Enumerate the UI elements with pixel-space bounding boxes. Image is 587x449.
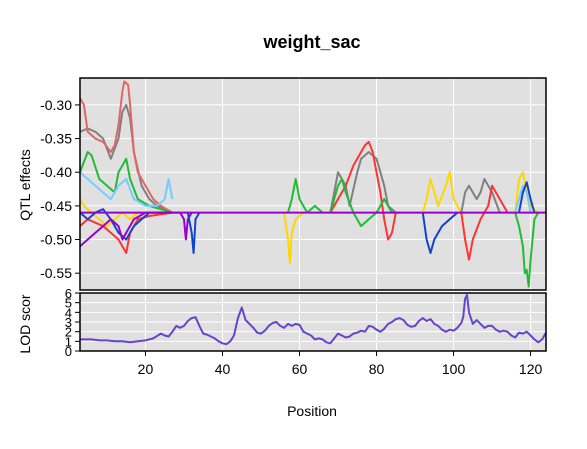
effects-series-line-20 bbox=[518, 181, 536, 213]
effects-series-line-1 bbox=[80, 80, 173, 214]
effects-series-line-3 bbox=[80, 171, 174, 207]
lod-x-tick-label-2: 60 bbox=[292, 361, 308, 377]
lod-y-tick-label-4: 4 bbox=[65, 305, 72, 320]
effects-series-line-7 bbox=[80, 211, 193, 248]
lod-y-tick-label-3: 3 bbox=[65, 315, 72, 330]
lod-y-tick-label-1: 1 bbox=[65, 334, 72, 349]
effects-series-line-0 bbox=[80, 103, 173, 214]
effects-y-tick-label-0: -0.55 bbox=[40, 265, 72, 281]
effects-series-line-17 bbox=[460, 184, 509, 261]
effects-plot-background bbox=[80, 78, 546, 290]
effects-series-line-6 bbox=[80, 208, 173, 241]
lod-x-tick-label-5: 120 bbox=[519, 361, 543, 377]
effects-plot-frame bbox=[79, 77, 547, 291]
x-axis-label: Position bbox=[287, 403, 337, 419]
effects-series-line-13 bbox=[329, 178, 400, 228]
effects-series-line-21 bbox=[514, 212, 540, 288]
lod-y-tick-label-5: 5 bbox=[65, 296, 72, 311]
effects-panel: -0.55 -0.50 -0.45 -0.40 -0.35 -0.30 bbox=[40, 77, 547, 291]
lod-y-tick-label-6: 6 bbox=[65, 286, 72, 301]
lod-series-group bbox=[80, 293, 546, 346]
chart-title: weight_sac bbox=[262, 32, 360, 52]
lod-y-tick-label-0: 0 bbox=[65, 344, 72, 359]
effects-y-tick-label-3: -0.40 bbox=[40, 164, 72, 180]
lod-y-tick-label-2: 2 bbox=[65, 325, 72, 340]
effects-series-line-10 bbox=[287, 178, 324, 214]
lod-y-axis-label: LOD scor bbox=[17, 294, 33, 353]
effects-series-line-14 bbox=[421, 171, 463, 214]
effects-series-line-12 bbox=[329, 140, 397, 241]
effects-y-tick-label-2: -0.45 bbox=[40, 198, 72, 214]
lod-x-tick-label-4: 100 bbox=[442, 361, 466, 377]
effects-y-tick-label-4: -0.35 bbox=[40, 131, 72, 147]
effects-series-line-15 bbox=[421, 211, 459, 254]
effects-series-line-2 bbox=[80, 151, 173, 214]
lod-x-tick-label-3: 80 bbox=[369, 361, 385, 377]
effects-series-line-11 bbox=[329, 151, 397, 214]
lod-x-tick-label-1: 40 bbox=[215, 361, 231, 377]
effects-y-tick-label-5: -0.30 bbox=[40, 97, 72, 113]
lod-series-line-0 bbox=[80, 293, 546, 346]
effects-series-line-5 bbox=[80, 211, 173, 254]
effects-series-line-9 bbox=[283, 211, 305, 265]
effects-y-tick-label-1: -0.50 bbox=[40, 232, 72, 248]
effects-series-group bbox=[80, 80, 546, 288]
effects-y-axis-label: QTL effects bbox=[17, 149, 33, 221]
effects-series-line-8 bbox=[186, 212, 201, 254]
lod-x-tick-label-0: 20 bbox=[138, 361, 154, 377]
